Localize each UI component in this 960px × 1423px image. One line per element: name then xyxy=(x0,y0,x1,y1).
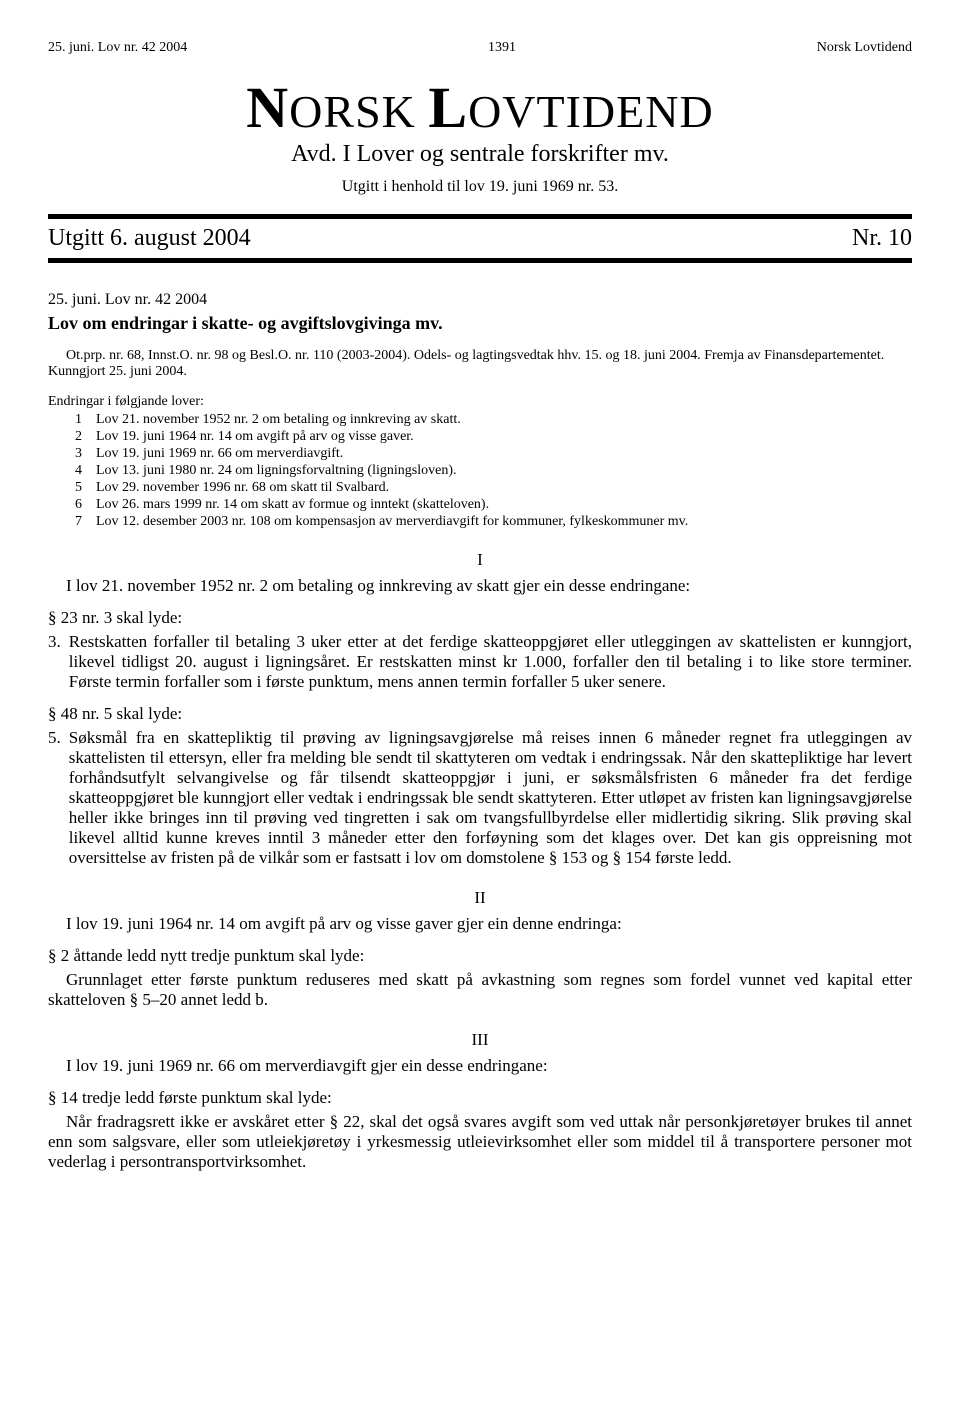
amendments-list: 1Lov 21. november 1952 nr. 2 om betaling… xyxy=(48,412,912,530)
header-right: Norsk Lovtidend xyxy=(817,40,912,56)
running-header: 25. juni. Lov nr. 42 2004 1391 Norsk Lov… xyxy=(48,40,912,56)
amendments-intro: Endringar i følgjande lover: xyxy=(48,394,912,410)
p2-body: Grunnlaget etter første punktum redusere… xyxy=(48,970,912,1010)
rule-bottom xyxy=(48,258,912,263)
law-references: Ot.prp. nr. 68, Innst.O. nr. 98 og Besl.… xyxy=(48,348,912,380)
masthead-title: NORSK LOVTIDEND xyxy=(48,74,912,141)
issue-number: Nr. 10 xyxy=(852,225,912,252)
roman-I: I xyxy=(48,550,912,570)
section-II-lead: I lov 19. juni 1964 nr. 14 om avgift på … xyxy=(48,914,912,934)
list-item: 1Lov 21. november 1952 nr. 2 om betaling… xyxy=(68,412,912,428)
roman-III: III xyxy=(48,1030,912,1050)
p14-body: Når fradragsrett ikke er avskåret etter … xyxy=(48,1112,912,1172)
masthead-subtitle: Avd. I Lover og sentrale forskrifter mv. xyxy=(48,141,912,168)
roman-II: II xyxy=(48,888,912,908)
p48-body: 5. Søksmål fra en skattepliktig til prøv… xyxy=(48,728,912,868)
list-item: 5Lov 29. november 1996 nr. 68 om skatt t… xyxy=(68,480,912,496)
masthead: NORSK LOVTIDEND Avd. I Lover og sentrale… xyxy=(48,74,912,196)
law-date-line: 25. juni. Lov nr. 42 2004 xyxy=(48,291,912,309)
law-title: Lov om endringar i skatte- og avgiftslov… xyxy=(48,313,912,334)
header-left: 25. juni. Lov nr. 42 2004 xyxy=(48,40,187,56)
list-item: 4Lov 13. juni 1980 nr. 24 om ligningsfor… xyxy=(68,463,912,479)
rule-top xyxy=(48,214,912,219)
p14-head: § 14 tredje ledd første punktum skal lyd… xyxy=(48,1088,912,1108)
masthead-line: Utgitt i henhold til lov 19. juni 1969 n… xyxy=(48,178,912,196)
list-item: 3Lov 19. juni 1969 nr. 66 om merverdiavg… xyxy=(68,446,912,462)
list-item: 7Lov 12. desember 2003 nr. 108 om kompen… xyxy=(68,514,912,530)
list-item: 2Lov 19. juni 1964 nr. 14 om avgift på a… xyxy=(68,429,912,445)
p23-head: § 23 nr. 3 skal lyde: xyxy=(48,608,912,628)
p48-head: § 48 nr. 5 skal lyde: xyxy=(48,704,912,724)
section-III-lead: I lov 19. juni 1969 nr. 66 om merverdiav… xyxy=(48,1056,912,1076)
header-page-number: 1391 xyxy=(488,40,516,56)
p2-head: § 2 åttande ledd nytt tredje punktum ska… xyxy=(48,946,912,966)
p23-body: 3. Restskatten forfaller til betaling 3 … xyxy=(48,632,912,692)
issue-date: Utgitt 6. august 2004 xyxy=(48,225,251,252)
document-page: 25. juni. Lov nr. 42 2004 1391 Norsk Lov… xyxy=(0,0,960,1218)
list-item: 6Lov 26. mars 1999 nr. 14 om skatt av fo… xyxy=(68,497,912,513)
issue-row: Utgitt 6. august 2004 Nr. 10 xyxy=(48,225,912,252)
section-I-lead: I lov 21. november 1952 nr. 2 om betalin… xyxy=(48,576,912,596)
